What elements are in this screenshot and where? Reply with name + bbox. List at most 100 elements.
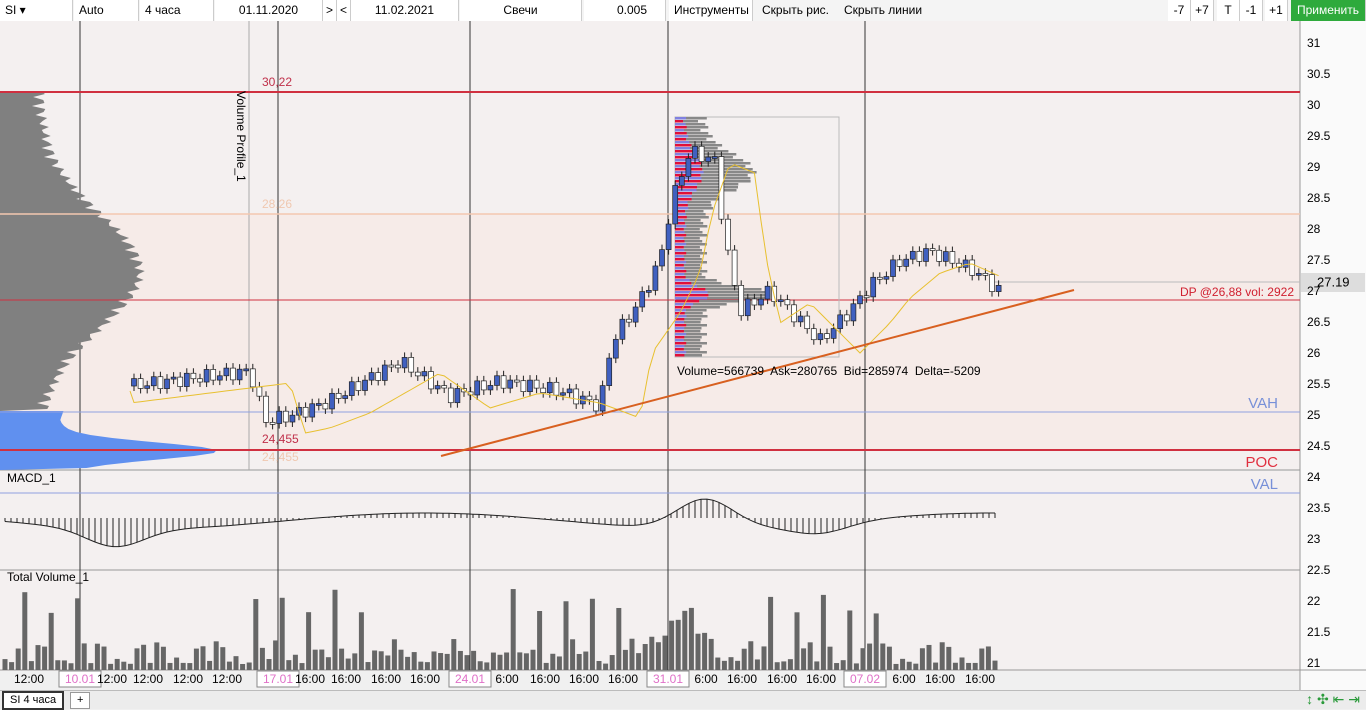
volume-bar bbox=[484, 662, 490, 670]
timeframe-select[interactable]: 4 часа bbox=[140, 0, 214, 21]
candle bbox=[546, 381, 553, 394]
price-tick-label: 30 bbox=[1307, 98, 1321, 112]
date: 01.11.2020 bbox=[238, 3, 299, 17]
step-button[interactable]: T bbox=[1217, 0, 1240, 21]
volume-bar bbox=[781, 661, 787, 670]
volume-bar bbox=[134, 648, 140, 670]
volume-bar bbox=[794, 612, 800, 670]
tools-button[interactable]: Инструменты bbox=[669, 0, 753, 21]
hide-drawings[interactable]: Скрыть рис. bbox=[757, 0, 839, 21]
next-button[interactable]: > bbox=[323, 0, 337, 21]
profile-row bbox=[675, 198, 692, 201]
candle bbox=[784, 299, 791, 306]
profile-row bbox=[675, 252, 707, 255]
level-label: 30,22 bbox=[262, 75, 292, 89]
step-button[interactable]: +1 bbox=[1265, 0, 1288, 21]
volume-bar bbox=[391, 639, 397, 670]
volume-bar bbox=[240, 663, 246, 670]
symbol: SI bbox=[5, 3, 17, 17]
date-from[interactable]: 01.11.2020 bbox=[215, 0, 323, 21]
time-tick-label: 6:00 bbox=[495, 672, 519, 686]
time-tick-label: 16:00 bbox=[806, 672, 836, 686]
profile-row bbox=[675, 288, 706, 291]
volume-bar bbox=[655, 642, 661, 670]
volume-bar bbox=[418, 661, 424, 670]
profile-row bbox=[675, 192, 692, 195]
poc-label: POC bbox=[1245, 454, 1278, 471]
profile-row bbox=[675, 288, 762, 291]
profile-row bbox=[675, 219, 684, 222]
profile-row bbox=[675, 156, 696, 159]
chart-type-select[interactable]: Свечи bbox=[460, 0, 582, 21]
date-to[interactable]: 11.02.2021 bbox=[351, 0, 459, 21]
volume-bar bbox=[972, 662, 978, 670]
profile-row bbox=[675, 333, 707, 336]
profile-row bbox=[675, 201, 711, 204]
profile-row bbox=[675, 318, 702, 321]
volume-bar bbox=[517, 652, 523, 670]
tab[interactable]: SI 4 часа bbox=[2, 691, 65, 710]
candle bbox=[969, 259, 976, 276]
volume-bar bbox=[768, 596, 774, 670]
volume-bar bbox=[992, 660, 998, 670]
time-tick-label: 16:00 bbox=[371, 672, 401, 686]
candle bbox=[764, 285, 771, 300]
profile-row bbox=[675, 234, 707, 237]
volume-bar bbox=[259, 647, 265, 670]
candle bbox=[210, 369, 217, 381]
symbol-select[interactable]: SI ▾ bbox=[0, 0, 73, 21]
candle bbox=[903, 258, 910, 267]
candle bbox=[289, 414, 296, 423]
candle bbox=[738, 285, 745, 317]
volume-bar bbox=[662, 635, 668, 670]
volume-bar bbox=[543, 662, 549, 670]
volume-bar bbox=[906, 661, 912, 670]
view-controls[interactable]: ↕ ✣ ⇤ ⇥ bbox=[1306, 691, 1360, 707]
volume-bar bbox=[530, 649, 536, 670]
volume-bar bbox=[286, 660, 292, 670]
profile-row bbox=[675, 303, 727, 306]
step-button[interactable]: -1 bbox=[1240, 0, 1263, 21]
time-tick-label: 16:00 bbox=[530, 672, 560, 686]
candle bbox=[236, 368, 243, 381]
profile-row bbox=[675, 210, 685, 213]
time-tick-label: 12:00 bbox=[133, 672, 163, 686]
candle bbox=[870, 276, 877, 298]
profile-row bbox=[675, 354, 685, 357]
volume-bar bbox=[708, 638, 714, 670]
candle bbox=[586, 395, 593, 401]
time-tick-label: 16:00 bbox=[965, 672, 995, 686]
candle bbox=[883, 276, 890, 280]
price-tick-label: 23 bbox=[1307, 532, 1321, 546]
step-button[interactable]: -7 bbox=[1168, 0, 1191, 21]
candle bbox=[315, 403, 322, 406]
profile-row bbox=[675, 276, 706, 279]
price-tick-label: 21 bbox=[1307, 656, 1321, 670]
price-tick-label: 28.5 bbox=[1307, 191, 1331, 205]
hide-lines[interactable]: Скрыть линии bbox=[839, 0, 939, 21]
volume-bar bbox=[675, 619, 681, 670]
volume-bar bbox=[108, 663, 114, 670]
step-input[interactable]: 0.005 bbox=[584, 0, 666, 21]
profile-row bbox=[675, 186, 697, 189]
step-button[interactable]: +7 bbox=[1191, 0, 1214, 21]
plot-layer bbox=[0, 21, 1300, 670]
macd-panel bbox=[0, 471, 1300, 571]
profile-row bbox=[675, 309, 686, 312]
profile-row bbox=[675, 153, 697, 156]
profile-row bbox=[675, 258, 685, 261]
add-tab[interactable]: + bbox=[70, 692, 91, 709]
volume-bar bbox=[385, 655, 391, 670]
candle bbox=[368, 372, 375, 381]
scale-select[interactable]: Auto bbox=[74, 0, 139, 21]
volume-bar bbox=[840, 660, 846, 670]
prev-button[interactable]: < bbox=[337, 0, 351, 21]
profile-row bbox=[675, 285, 739, 288]
candle bbox=[797, 315, 804, 323]
volume-bar bbox=[180, 662, 186, 670]
apply-button[interactable]: Применить bbox=[1291, 0, 1366, 21]
candle bbox=[817, 333, 824, 341]
candle bbox=[982, 273, 989, 276]
level-label: 28,26 bbox=[262, 197, 292, 211]
